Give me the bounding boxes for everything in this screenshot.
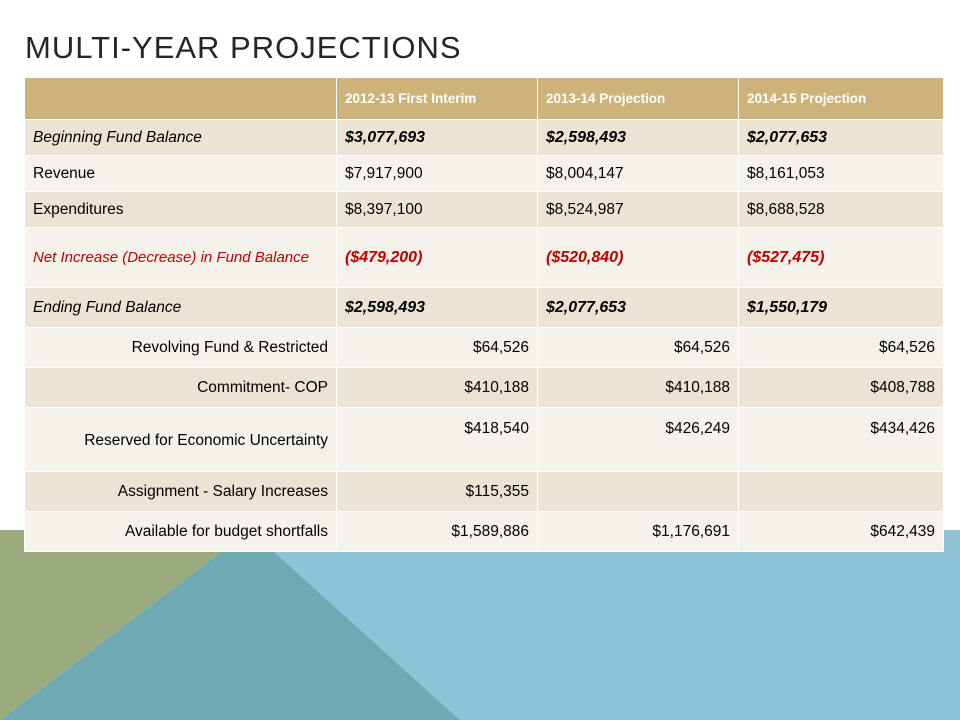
cell-value: $2,598,493 (537, 119, 739, 156)
cell-value: $8,688,528 (738, 191, 944, 228)
cell-value: ($527,475) (738, 227, 944, 288)
column-header-2012-13: 2012-13 First Interim (336, 77, 538, 120)
table-header-row: 2012-13 First Interim 2013-14 Projection… (24, 77, 944, 120)
cell-value: $1,176,691 (537, 511, 739, 552)
row-label: Available for budget shortfalls (24, 511, 337, 552)
blue-band-shape (250, 530, 960, 720)
cell-value: $3,077,693 (336, 119, 538, 156)
cell-value: $64,526 (336, 327, 538, 368)
slide-title: MULTI-YEAR PROJECTIONS (25, 30, 462, 65)
cell-value (537, 471, 739, 512)
row-label: Revolving Fund & Restricted (24, 327, 337, 368)
cell-value: $434,426 (738, 407, 944, 472)
cell-value: $2,598,493 (336, 287, 538, 328)
table-row-beginning-fund-balance: Beginning Fund Balance $3,077,693 $2,598… (24, 119, 944, 156)
row-label: Revenue (24, 155, 337, 192)
cell-value: $7,917,900 (336, 155, 538, 192)
cell-value: $642,439 (738, 511, 944, 552)
row-label: Commitment- COP (24, 367, 337, 408)
cell-value: ($520,840) (537, 227, 739, 288)
cell-value: $426,249 (537, 407, 739, 472)
cell-value: $418,540 (336, 407, 538, 472)
table-row-available-budget-shortfalls: Available for budget shortfalls $1,589,8… (24, 511, 944, 552)
projections-table: 2012-13 First Interim 2013-14 Projection… (24, 77, 944, 552)
table-row-revenue: Revenue $7,917,900 $8,004,147 $8,161,053 (24, 155, 944, 192)
table-row-commitment-cop: Commitment- COP $410,188 $410,188 $408,7… (24, 367, 944, 408)
cell-value: $1,589,886 (336, 511, 538, 552)
cell-value (738, 471, 944, 512)
table-row-ending-fund-balance: Ending Fund Balance $2,598,493 $2,077,65… (24, 287, 944, 328)
row-label: Reserved for Economic Uncertainty (24, 407, 337, 472)
teal-corner-shape (0, 530, 460, 720)
cell-value: $64,526 (738, 327, 944, 368)
table-row-net-increase: Net Increase (Decrease) in Fund Balance … (24, 227, 944, 288)
cell-value: $410,188 (537, 367, 739, 408)
row-label: Expenditures (24, 191, 337, 228)
cell-value: $1,550,179 (738, 287, 944, 328)
row-label: Net Increase (Decrease) in Fund Balance (24, 227, 337, 288)
column-header-2013-14: 2013-14 Projection (537, 77, 739, 120)
column-header-2014-15: 2014-15 Projection (738, 77, 944, 120)
row-label: Ending Fund Balance (24, 287, 337, 328)
cell-value: $2,077,653 (537, 287, 739, 328)
cell-value: $8,004,147 (537, 155, 739, 192)
cell-value: $408,788 (738, 367, 944, 408)
cell-value: $410,188 (336, 367, 538, 408)
table-row-expenditures: Expenditures $8,397,100 $8,524,987 $8,68… (24, 191, 944, 228)
cell-value: ($479,200) (336, 227, 538, 288)
row-label: Beginning Fund Balance (24, 119, 337, 156)
cell-value: $2,077,653 (738, 119, 944, 156)
table-row-revolving-fund: Revolving Fund & Restricted $64,526 $64,… (24, 327, 944, 368)
cell-value: $115,355 (336, 471, 538, 512)
cell-value: $64,526 (537, 327, 739, 368)
table-row-assignment-salary: Assignment - Salary Increases $115,355 (24, 471, 944, 512)
row-label: Assignment - Salary Increases (24, 471, 337, 512)
cell-value: $8,397,100 (336, 191, 538, 228)
table-row-reserved-economic-uncertainty: Reserved for Economic Uncertainty $418,5… (24, 407, 944, 472)
cell-value: $8,524,987 (537, 191, 739, 228)
column-header-blank (24, 77, 337, 120)
cell-value: $8,161,053 (738, 155, 944, 192)
